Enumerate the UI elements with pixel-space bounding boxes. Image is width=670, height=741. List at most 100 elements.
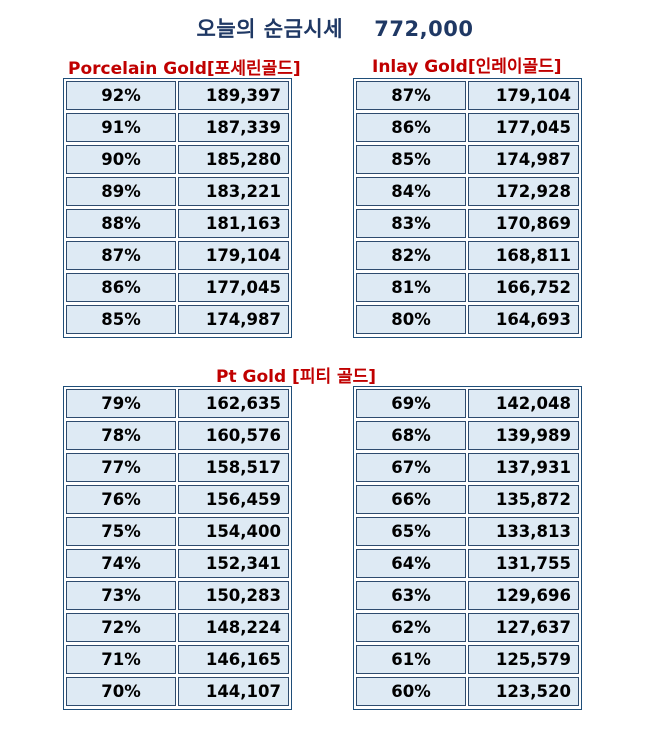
- table-row: 88% 181,163: [66, 209, 289, 238]
- price-cell: 174,987: [468, 145, 579, 174]
- purity-cell: 80%: [356, 305, 466, 334]
- table-row: 83% 170,869: [356, 209, 579, 238]
- price-cell: 164,693: [468, 305, 579, 334]
- table-row: 68% 139,989: [356, 421, 579, 450]
- price-cell: 179,104: [468, 81, 579, 110]
- price-cell: 189,397: [178, 81, 289, 110]
- purity-cell: 92%: [66, 81, 176, 110]
- purity-cell: 81%: [356, 273, 466, 302]
- price-cell: 156,459: [178, 485, 289, 514]
- table-row: 86% 177,045: [66, 273, 289, 302]
- purity-cell: 83%: [356, 209, 466, 238]
- table-row: 69% 142,048: [356, 389, 579, 418]
- table-row: 79% 162,635: [66, 389, 289, 418]
- price-cell: 131,755: [468, 549, 579, 578]
- porcelain-gold-title: Porcelain Gold[포세린골드]: [68, 59, 301, 79]
- purity-cell: 87%: [66, 241, 176, 270]
- price-cell: 170,869: [468, 209, 579, 238]
- purity-cell: 64%: [356, 549, 466, 578]
- price-cell: 137,931: [468, 453, 579, 482]
- price-cell: 179,104: [178, 241, 289, 270]
- purity-cell: 69%: [356, 389, 466, 418]
- purity-cell: 79%: [66, 389, 176, 418]
- price-cell: 183,221: [178, 177, 289, 206]
- purity-cell: 85%: [356, 145, 466, 174]
- price-cell: 177,045: [468, 113, 579, 142]
- purity-cell: 82%: [356, 241, 466, 270]
- table-row: 91% 187,339: [66, 113, 289, 142]
- price-cell: 187,339: [178, 113, 289, 142]
- price-cell: 162,635: [178, 389, 289, 418]
- table-row: 66% 135,872: [356, 485, 579, 514]
- purity-cell: 89%: [66, 177, 176, 206]
- purity-cell: 85%: [66, 305, 176, 334]
- purity-cell: 72%: [66, 613, 176, 642]
- purity-cell: 87%: [356, 81, 466, 110]
- price-cell: 125,579: [468, 645, 579, 674]
- table-row: 70% 144,107: [66, 677, 289, 706]
- table-row: 85% 174,987: [66, 305, 289, 334]
- purity-cell: 68%: [356, 421, 466, 450]
- purity-cell: 63%: [356, 581, 466, 610]
- purity-cell: 67%: [356, 453, 466, 482]
- purity-cell: 75%: [66, 517, 176, 546]
- table-row: 81% 166,752: [356, 273, 579, 302]
- table-row: 72% 148,224: [66, 613, 289, 642]
- table-row: 92% 189,397: [66, 81, 289, 110]
- purity-cell: 86%: [66, 273, 176, 302]
- price-cell: 172,928: [468, 177, 579, 206]
- purity-cell: 86%: [356, 113, 466, 142]
- table-row: 78% 160,576: [66, 421, 289, 450]
- price-cell: 146,165: [178, 645, 289, 674]
- price-cell: 152,341: [178, 549, 289, 578]
- price-cell: 148,224: [178, 613, 289, 642]
- price-cell: 168,811: [468, 241, 579, 270]
- table-row: 80% 164,693: [356, 305, 579, 334]
- table-row: 84% 172,928: [356, 177, 579, 206]
- purity-cell: 61%: [356, 645, 466, 674]
- table-row: 61% 125,579: [356, 645, 579, 674]
- page-title: 오늘의 순금시세 772,000: [196, 17, 474, 41]
- table-row: 85% 174,987: [356, 145, 579, 174]
- table-row: 62% 127,637: [356, 613, 579, 642]
- table-row: 77% 158,517: [66, 453, 289, 482]
- purity-cell: 65%: [356, 517, 466, 546]
- purity-cell: 77%: [66, 453, 176, 482]
- purity-cell: 88%: [66, 209, 176, 238]
- purity-cell: 91%: [66, 113, 176, 142]
- table-row: 60% 123,520: [356, 677, 579, 706]
- price-cell: 127,637: [468, 613, 579, 642]
- table-row: 71% 146,165: [66, 645, 289, 674]
- price-cell: 154,400: [178, 517, 289, 546]
- pt-gold-title: Pt Gold [피티 골드]: [216, 367, 377, 387]
- price-cell: 139,989: [468, 421, 579, 450]
- purity-cell: 78%: [66, 421, 176, 450]
- price-cell: 177,045: [178, 273, 289, 302]
- price-cell: 166,752: [468, 273, 579, 302]
- purity-cell: 70%: [66, 677, 176, 706]
- price-cell: 123,520: [468, 677, 579, 706]
- price-cell: 158,517: [178, 453, 289, 482]
- purity-cell: 73%: [66, 581, 176, 610]
- purity-cell: 90%: [66, 145, 176, 174]
- purity-cell: 60%: [356, 677, 466, 706]
- inlay-gold-table: 87% 179,104 86% 177,045 85% 174,987 84% 172,928…: [353, 78, 582, 338]
- inlay-gold-title: Inlay Gold[인레이골드]: [372, 57, 562, 77]
- porcelain-gold-table: 92% 189,397 91% 187,339 90% 185,280 89% 183,221…: [63, 78, 292, 338]
- table-row: 75% 154,400: [66, 517, 289, 546]
- table-row: 82% 168,811: [356, 241, 579, 270]
- table-row: 87% 179,104: [356, 81, 579, 110]
- price-cell: 160,576: [178, 421, 289, 450]
- price-cell: 144,107: [178, 677, 289, 706]
- price-cell: 129,696: [468, 581, 579, 610]
- purity-cell: 84%: [356, 177, 466, 206]
- price-cell: 142,048: [468, 389, 579, 418]
- price-cell: 150,283: [178, 581, 289, 610]
- table-row: 76% 156,459: [66, 485, 289, 514]
- table-row: 64% 131,755: [356, 549, 579, 578]
- pt-gold-table-left: 79% 162,635 78% 160,576 77% 158,517 76% 156,459…: [63, 386, 292, 710]
- table-row: 86% 177,045: [356, 113, 579, 142]
- price-cell: 185,280: [178, 145, 289, 174]
- table-row: 73% 150,283: [66, 581, 289, 610]
- purity-cell: 62%: [356, 613, 466, 642]
